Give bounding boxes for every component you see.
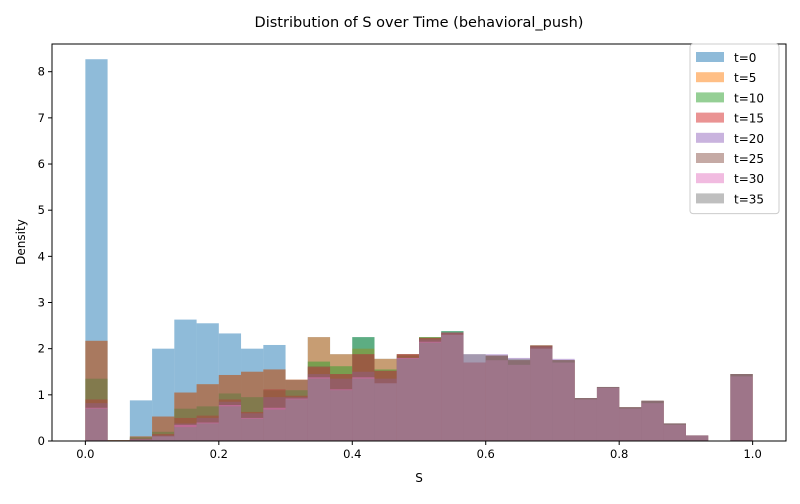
histogram-bar bbox=[663, 423, 686, 441]
histogram-bar bbox=[463, 354, 486, 441]
histogram-bar bbox=[330, 390, 353, 441]
series-7 bbox=[85, 334, 753, 441]
histogram-bar bbox=[129, 400, 153, 441]
y-axis: 0 1 2 3 4 5 6 7 8 bbox=[38, 65, 52, 448]
histogram-bar bbox=[152, 436, 175, 441]
y-tick-label: 7 bbox=[38, 111, 45, 125]
bars-layer bbox=[85, 59, 753, 441]
legend-label: t=25 bbox=[734, 152, 764, 166]
histogram-bar bbox=[507, 358, 531, 441]
y-tick-label: 5 bbox=[38, 203, 45, 217]
histogram-bar bbox=[574, 398, 597, 441]
x-tick-label: 1.0 bbox=[743, 447, 761, 461]
legend-swatch bbox=[696, 52, 724, 62]
legend-label: t=20 bbox=[734, 132, 764, 146]
legend-swatch bbox=[696, 112, 724, 123]
x-tick-label: 0.0 bbox=[76, 447, 94, 461]
plot-frame bbox=[51, 43, 787, 442]
histogram-bar bbox=[552, 360, 575, 441]
histogram-bar bbox=[218, 406, 242, 441]
histogram-bar bbox=[441, 334, 464, 441]
x-tick-label: 0.4 bbox=[343, 447, 361, 461]
histogram-bar bbox=[307, 378, 331, 441]
histogram-bar bbox=[129, 439, 153, 441]
histogram-bar bbox=[530, 348, 553, 441]
histogram-bar bbox=[196, 423, 219, 441]
histogram-bar bbox=[596, 386, 620, 441]
y-tick-label: 8 bbox=[38, 65, 45, 79]
legend-swatch bbox=[696, 92, 724, 103]
legend-label: t=10 bbox=[734, 91, 764, 105]
legend-label: t=35 bbox=[734, 192, 764, 206]
legend-label: t=30 bbox=[734, 172, 764, 186]
legend-swatch bbox=[696, 132, 724, 143]
legend-swatch bbox=[696, 193, 724, 204]
histogram-bar bbox=[85, 408, 108, 441]
y-tick-label: 6 bbox=[38, 157, 45, 171]
x-axis: 0.0 0.2 0.4 0.6 0.8 1.0 bbox=[76, 441, 762, 461]
legend-label: t=5 bbox=[734, 71, 756, 85]
histogram-bar bbox=[730, 374, 753, 441]
y-tick-label: 4 bbox=[38, 249, 45, 263]
histogram-bar bbox=[374, 383, 397, 441]
x-tick-label: 0.6 bbox=[477, 447, 495, 461]
x-tick-label: 0.8 bbox=[610, 447, 628, 461]
legend-label: t=0 bbox=[734, 51, 756, 65]
histogram-bar bbox=[619, 407, 642, 441]
histogram-bar bbox=[263, 409, 286, 441]
y-tick-label: 1 bbox=[38, 388, 45, 402]
histogram-bar bbox=[152, 416, 175, 441]
legend-swatch bbox=[696, 153, 724, 163]
x-axis-label: S bbox=[415, 471, 423, 485]
legend-box bbox=[689, 43, 780, 215]
histogram-bar bbox=[485, 355, 508, 441]
x-tick-label: 0.2 bbox=[210, 447, 228, 461]
legend: t=0 t=5 t=10 t=15 t=20 t=25 t=30 t=35 bbox=[689, 43, 780, 215]
y-axis-label: Density bbox=[14, 219, 28, 265]
y-tick-label: 0 bbox=[38, 434, 45, 448]
y-tick-label: 3 bbox=[38, 296, 45, 310]
histogram-bar bbox=[352, 378, 375, 441]
histogram-bar bbox=[285, 399, 308, 441]
legend-label: t=15 bbox=[734, 112, 764, 126]
histogram-bar bbox=[685, 435, 709, 441]
y-tick-label: 2 bbox=[38, 342, 45, 356]
histogram-bar bbox=[641, 400, 664, 441]
histogram-bar bbox=[129, 436, 153, 441]
histogram-bar bbox=[174, 427, 197, 441]
histogram-bar bbox=[396, 358, 419, 441]
histogram-bar bbox=[241, 418, 264, 441]
histogram-bar bbox=[419, 342, 442, 441]
legend-swatch bbox=[696, 173, 724, 184]
chart-title: Distribution of S over Time (behavioral_… bbox=[255, 15, 584, 31]
legend-swatch bbox=[696, 72, 724, 83]
